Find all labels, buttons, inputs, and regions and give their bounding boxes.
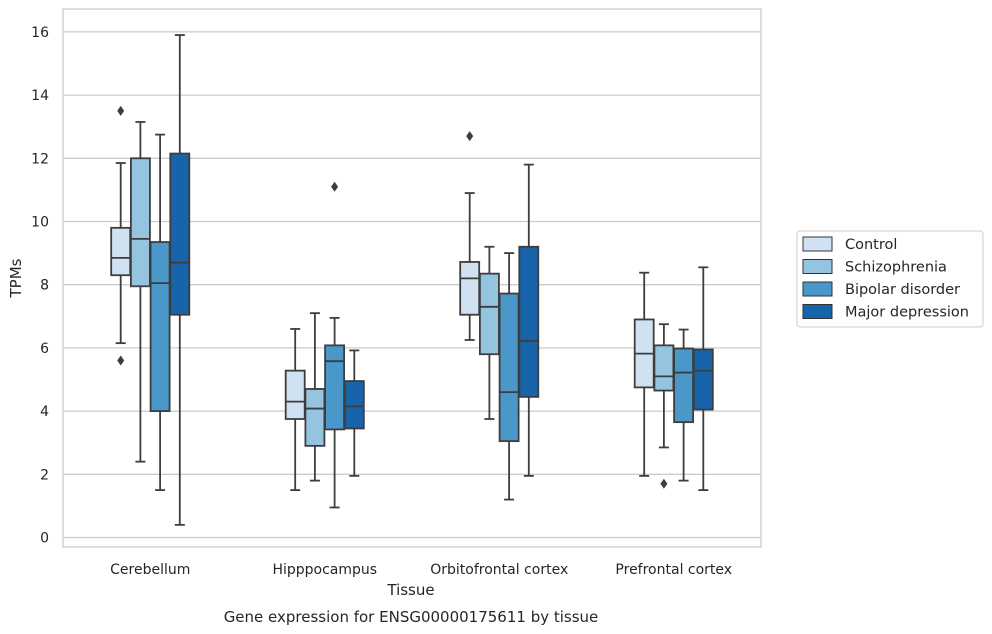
box	[129, 121, 151, 463]
box-body	[459, 261, 481, 316]
legend-label: Bipolar disorder	[845, 282, 960, 298]
box	[459, 131, 481, 341]
box	[343, 349, 365, 477]
series-bipolar-disorder	[149, 133, 694, 509]
x-tick-labels: Cerebellum Hipppocampus Orbitofrontal cort…	[110, 562, 732, 578]
box	[653, 323, 675, 489]
outlier-point	[660, 478, 668, 489]
y-tick-label: 0	[40, 531, 49, 547]
box-body	[129, 157, 151, 288]
box-body	[692, 348, 714, 411]
x-tick-label: Orbitofrontal cortex	[430, 562, 568, 578]
box-body	[673, 347, 694, 424]
box	[304, 312, 326, 482]
box	[149, 133, 171, 492]
box-body	[304, 388, 326, 447]
legend-swatch	[802, 259, 833, 274]
box-body	[284, 369, 306, 420]
legend-swatch	[802, 281, 833, 297]
box	[284, 328, 306, 492]
box-body	[324, 344, 346, 431]
series-major-depression	[169, 34, 714, 526]
legend-frame	[796, 230, 984, 328]
box-body	[478, 272, 500, 356]
box-body	[149, 241, 171, 412]
x-axis-label: Tissue	[386, 581, 434, 599]
legend-label: Control	[845, 237, 897, 253]
box-body	[343, 380, 365, 430]
series-control	[110, 105, 655, 492]
box	[498, 252, 520, 501]
outlier-point	[331, 181, 339, 192]
y-tick-label: 4	[40, 404, 49, 420]
box	[110, 105, 132, 366]
box	[692, 266, 714, 492]
legend: Control Schizophrenia Bipolar disorder Majo…	[796, 230, 984, 328]
y-tick-label: 6	[40, 341, 49, 357]
box-body	[110, 226, 132, 277]
legend-label: Schizophrenia	[845, 260, 947, 276]
legend-swatch	[802, 236, 833, 252]
y-tick-label: 12	[31, 151, 49, 167]
box	[169, 34, 191, 526]
y-tick-label: 10	[31, 215, 49, 231]
box	[478, 245, 500, 420]
series-schizophrenia	[129, 121, 675, 489]
y-tick-label: 14	[31, 88, 49, 104]
y-tick-label: 16	[31, 25, 49, 41]
box-series	[110, 34, 714, 526]
box	[518, 163, 540, 477]
outlier-point	[117, 355, 125, 366]
outlier-point	[117, 105, 125, 116]
y-tick-labels: 0 2 4 6 8 10 12 14 16	[31, 25, 49, 547]
x-tick-label: Prefrontal cortex	[615, 562, 732, 578]
outlier-point	[466, 131, 474, 142]
box-body	[518, 245, 540, 398]
box-body	[653, 344, 675, 392]
y-tick-label: 8	[40, 278, 49, 294]
box	[633, 271, 655, 477]
box	[324, 181, 346, 509]
legend-label: Major depression	[845, 305, 969, 321]
x-tick-label: Hipppocampus	[272, 562, 377, 578]
chart-caption: Gene expression for ENSG00000175611 by t…	[224, 608, 599, 626]
box-body	[169, 152, 191, 316]
y-tick-label: 2	[40, 467, 49, 483]
y-axis-label: TPMs	[7, 258, 25, 298]
x-tick-label: Cerebellum	[110, 562, 190, 578]
box-body	[498, 292, 520, 443]
box	[673, 328, 694, 482]
legend-swatch	[802, 304, 833, 319]
plot-frame	[62, 8, 762, 548]
